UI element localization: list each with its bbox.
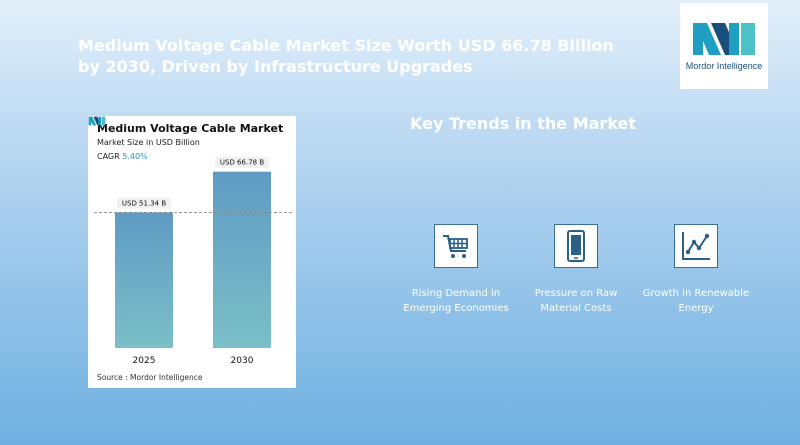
- cagr-label: CAGR: [97, 152, 120, 161]
- data-label-background: [215, 156, 269, 168]
- trend-raw-material: Pressure on Raw Material Costs: [521, 224, 631, 316]
- cagr-value: 5.40%: [122, 152, 148, 161]
- market-size-card: Medium Voltage Cable Market Market Size …: [88, 116, 296, 388]
- chart-title: Medium Voltage Cable Market: [97, 122, 284, 135]
- bar-2025: [115, 212, 173, 348]
- key-trends-title: Key Trends in the Market: [410, 114, 637, 133]
- bar-2030: [213, 171, 271, 348]
- smartphone-icon: [554, 224, 598, 268]
- mordor-logo: Mordor Intelligence: [680, 3, 768, 89]
- shopping-cart-icon: [434, 224, 478, 268]
- line-chart-icon: [674, 224, 718, 268]
- trend-label: Rising Demand in Emerging Economies: [403, 288, 509, 314]
- trend-label: Pressure on Raw Material Costs: [534, 288, 618, 314]
- mordor-logo-icon: [693, 23, 755, 55]
- x-tick-2025: 2025: [133, 356, 156, 366]
- cagr-line: CAGR 5.40%: [97, 152, 148, 161]
- data-label-2025: USD 51.34 B: [122, 199, 166, 207]
- data-label-background: [117, 197, 171, 209]
- bar-chart: USD 51.34 B 2025 USD 66.78 B 2030: [94, 156, 292, 366]
- headline: Medium Voltage Cable Market Size Worth U…: [78, 36, 614, 76]
- mini-logo-icon: [88, 116, 106, 126]
- trend-label: Growth in Renewable Energy: [642, 288, 750, 314]
- trend-rising-demand: Rising Demand in Emerging Economies: [401, 224, 511, 316]
- trend-renewable: Growth in Renewable Energy: [641, 224, 751, 316]
- chart-source: Source : Mordor Intelligence: [97, 373, 203, 382]
- data-label-2030: USD 66.78 B: [220, 159, 264, 167]
- chart-subtitle: Market Size in USD Billion: [97, 138, 200, 147]
- x-tick-2030: 2030: [231, 356, 254, 366]
- logo-text: Mordor Intelligence: [685, 61, 763, 71]
